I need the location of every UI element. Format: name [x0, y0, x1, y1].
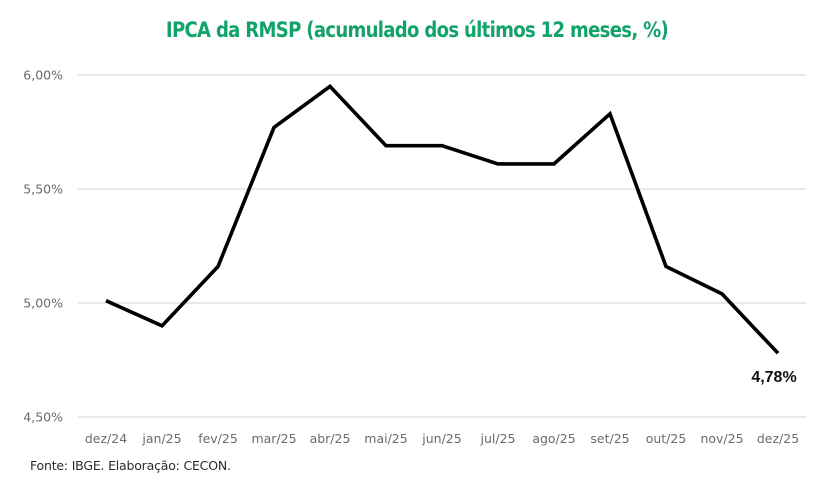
x-tick-label: nov/25: [700, 431, 743, 446]
x-tick-label: mar/25: [251, 431, 296, 446]
chart-title: IPCA da RMSP (acumulado dos últimos 12 m…: [165, 18, 669, 42]
data-line: [105, 84, 780, 355]
x-tick-label: dez/25: [757, 431, 799, 446]
x-tick-label: jun/25: [421, 431, 461, 446]
end-value-label: 4,78%: [751, 369, 796, 386]
x-tick-label: jul/25: [480, 431, 516, 446]
source-note: Fonte: IBGE. Elaboração: CECON.: [30, 458, 231, 473]
x-tick-label: set/25: [590, 431, 629, 446]
x-tick-label: jan/25: [141, 431, 181, 446]
x-tick-label: mai/25: [364, 431, 407, 446]
x-axis-labels: dez/24 jan/25 fev/25 mar/25 abr/25 mai/25 jun/…: [85, 431, 799, 446]
gridlines: [78, 74, 806, 418]
x-tick-label: out/25: [646, 431, 687, 446]
y-axis-labels: 6,00% 5,50% 5,00% 4,50%: [23, 68, 63, 425]
y-tick-label: 6,00%: [23, 68, 63, 83]
y-tick-label: 4,50%: [23, 410, 63, 425]
y-tick-label: 5,00%: [23, 296, 63, 311]
x-tick-label: abr/25: [310, 431, 351, 446]
x-tick-label: fev/25: [198, 431, 238, 446]
y-tick-label: 5,50%: [23, 182, 63, 197]
x-tick-label: dez/24: [85, 431, 127, 446]
x-tick-label: ago/25: [532, 431, 575, 446]
